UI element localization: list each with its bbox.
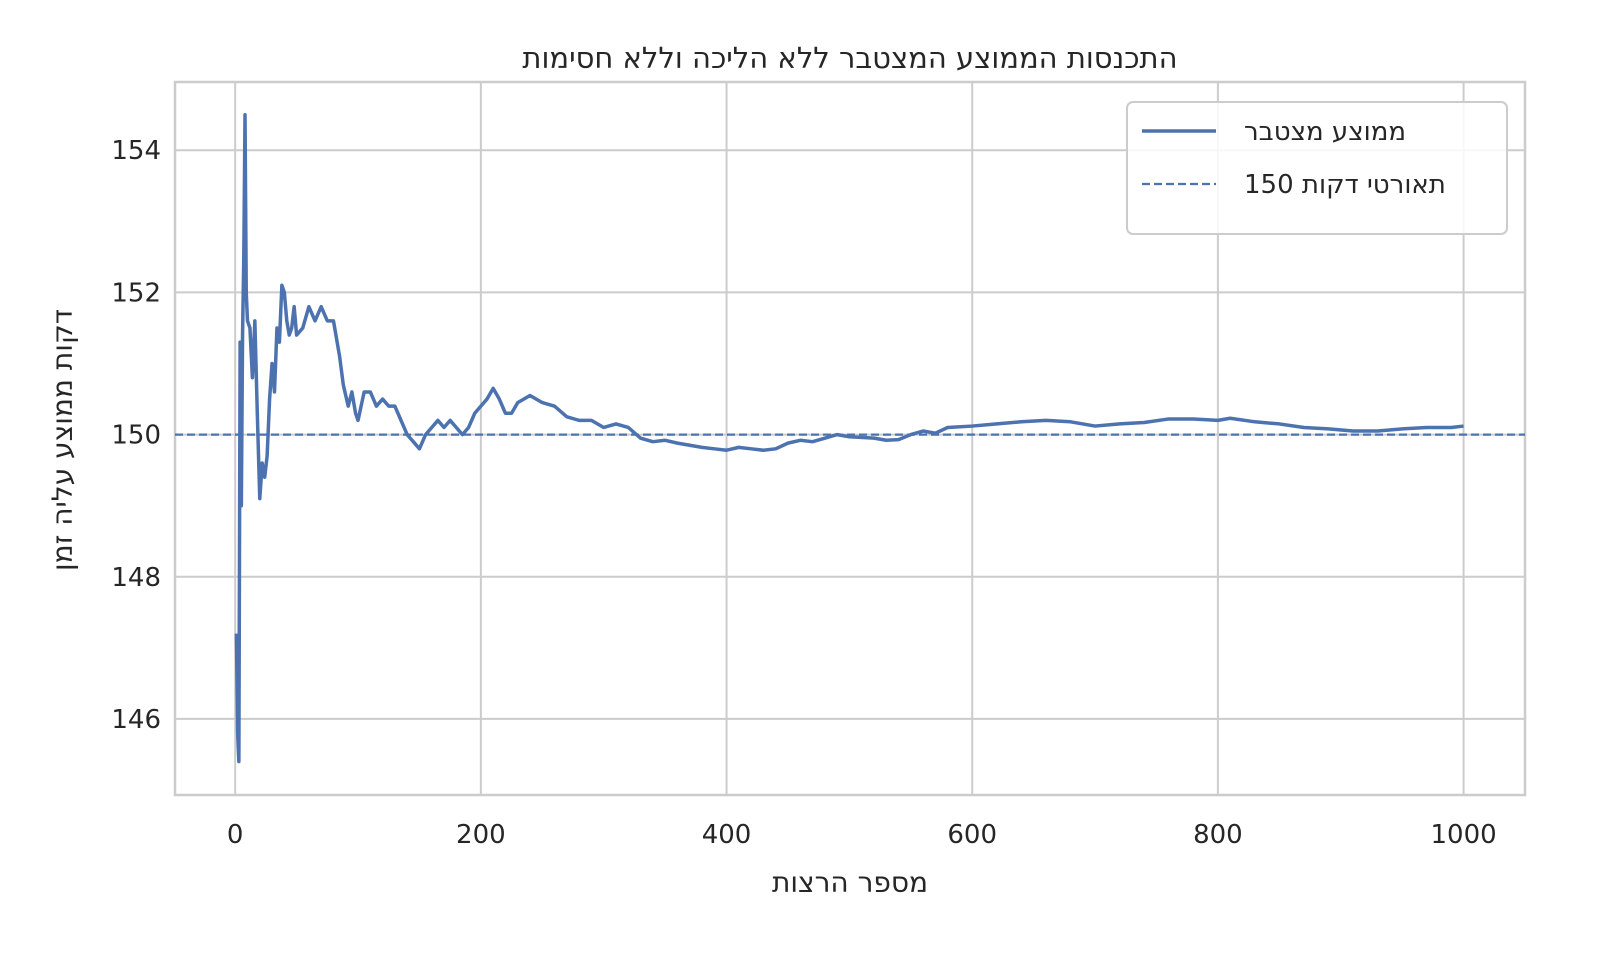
legend-box <box>1126 101 1508 235</box>
y-axis-label: ןמז הילע עצוממ תוקד <box>46 309 79 571</box>
x-axis-label: תוצרה רפסמ <box>772 866 928 899</box>
x-tick-label: 600 <box>947 820 997 850</box>
y-tick-label: 150 <box>111 421 161 451</box>
x-tick-label: 200 <box>456 820 506 850</box>
legend-label: 150 תוקד יטרואת <box>1244 170 1446 200</box>
y-tick-label: 154 <box>111 136 161 166</box>
chart-title: תומיסח אללו הכילה אלל רבטצמה עצוממה תוסנ… <box>522 41 1177 75</box>
y-tick-label: 152 <box>111 278 161 308</box>
y-tick-label: 148 <box>111 563 161 593</box>
x-tick-label: 800 <box>1193 820 1243 850</box>
plot-frame <box>173 80 1527 797</box>
legend-label: רבטצמ עצוממ <box>1244 117 1406 147</box>
x-tick-label: 0 <box>227 820 244 850</box>
x-tick-label: 1000 <box>1430 820 1496 850</box>
y-tick-label: 146 <box>111 705 161 735</box>
x-tick-label: 400 <box>702 820 752 850</box>
data-line <box>234 112 1464 764</box>
